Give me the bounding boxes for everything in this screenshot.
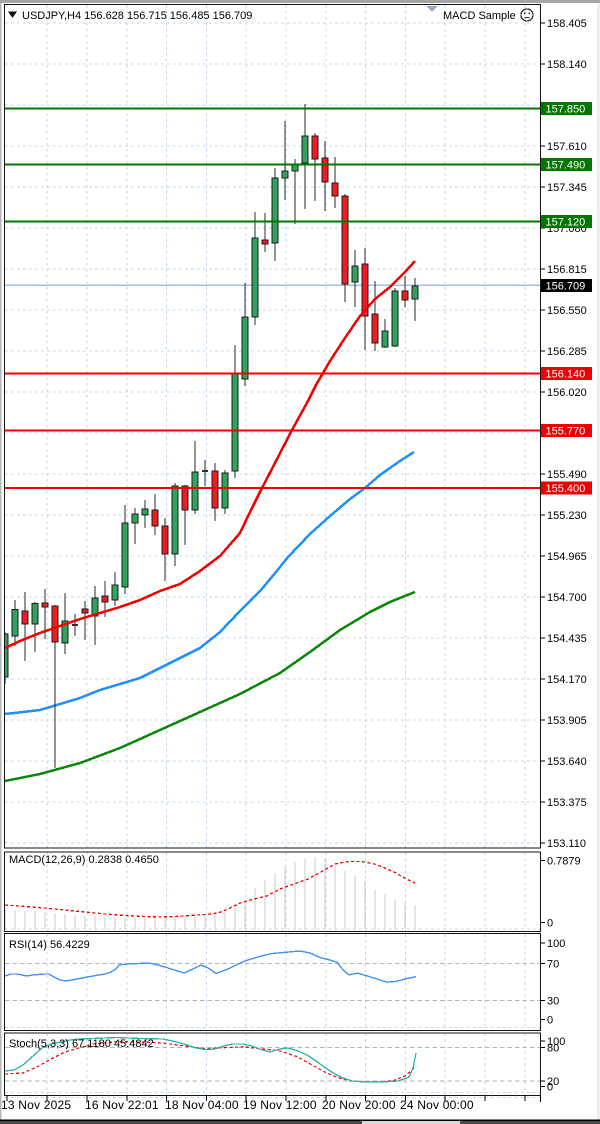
svg-text:156.815: 156.815 <box>547 264 587 276</box>
svg-text:24 Nov 00:00: 24 Nov 00:00 <box>400 1098 474 1112</box>
svg-text:155.230: 155.230 <box>547 510 587 522</box>
svg-text:158.405: 158.405 <box>547 18 587 30</box>
svg-text:30: 30 <box>547 996 559 1008</box>
svg-text:0: 0 <box>547 918 553 930</box>
svg-text:0: 0 <box>547 1082 553 1094</box>
svg-text:70: 70 <box>547 959 559 971</box>
svg-text:19 Nov 12:00: 19 Nov 12:00 <box>243 1098 317 1112</box>
svg-text:156.550: 156.550 <box>547 305 587 317</box>
svg-text:157.345: 157.345 <box>547 182 587 194</box>
svg-text:13 Nov 2025: 13 Nov 2025 <box>1 1098 71 1112</box>
svg-text:157.850: 157.850 <box>546 104 586 116</box>
svg-text:156.285: 156.285 <box>547 346 587 358</box>
svg-text:156.140: 156.140 <box>546 368 586 380</box>
svg-text:18 Nov 04:00: 18 Nov 04:00 <box>165 1098 239 1112</box>
svg-text:155.770: 155.770 <box>546 426 586 438</box>
svg-text:157.610: 157.610 <box>547 141 587 153</box>
svg-text:154.965: 154.965 <box>547 551 587 563</box>
svg-text:MACD Sample: MACD Sample <box>443 10 516 22</box>
svg-text:153.375: 153.375 <box>547 797 587 809</box>
svg-text:Stoch(5,3,3) 67.1180 45.4842: Stoch(5,3,3) 67.1180 45.4842 <box>9 1038 154 1050</box>
svg-text:154.170: 154.170 <box>547 674 587 686</box>
svg-text:155.400: 155.400 <box>546 483 586 495</box>
svg-text:153.640: 153.640 <box>547 756 587 768</box>
svg-text:156.709: 156.709 <box>546 280 586 292</box>
svg-text:MACD(12,26,9) 0.2838 0.4650: MACD(12,26,9) 0.2838 0.4650 <box>9 854 159 866</box>
svg-text:16 Nov 22:01: 16 Nov 22:01 <box>85 1098 159 1112</box>
svg-text:0: 0 <box>547 1015 553 1027</box>
svg-text:157.120: 157.120 <box>546 217 586 229</box>
svg-text:155.490: 155.490 <box>547 469 587 481</box>
svg-text:154.435: 154.435 <box>547 633 587 645</box>
svg-text:153.905: 153.905 <box>547 715 587 727</box>
svg-text:153.110: 153.110 <box>547 838 586 850</box>
svg-text:20 Nov 20:00: 20 Nov 20:00 <box>322 1098 396 1112</box>
svg-text:20: 20 <box>547 1076 559 1088</box>
svg-text:158.140: 158.140 <box>547 59 587 71</box>
svg-text:156.020: 156.020 <box>547 387 587 399</box>
svg-text:100: 100 <box>547 1036 565 1048</box>
svg-text:154.700: 154.700 <box>547 592 587 604</box>
svg-text:RSI(14) 56.4229: RSI(14) 56.4229 <box>9 939 90 951</box>
svg-text:157.490: 157.490 <box>546 159 586 171</box>
svg-text:100: 100 <box>547 938 565 950</box>
svg-text:0.7879: 0.7879 <box>547 856 581 868</box>
svg-text:USDJPY,H4 156.628 156.715 156: USDJPY,H4 156.628 156.715 156.485 156.70… <box>22 10 252 22</box>
svg-text:80: 80 <box>547 1042 559 1054</box>
